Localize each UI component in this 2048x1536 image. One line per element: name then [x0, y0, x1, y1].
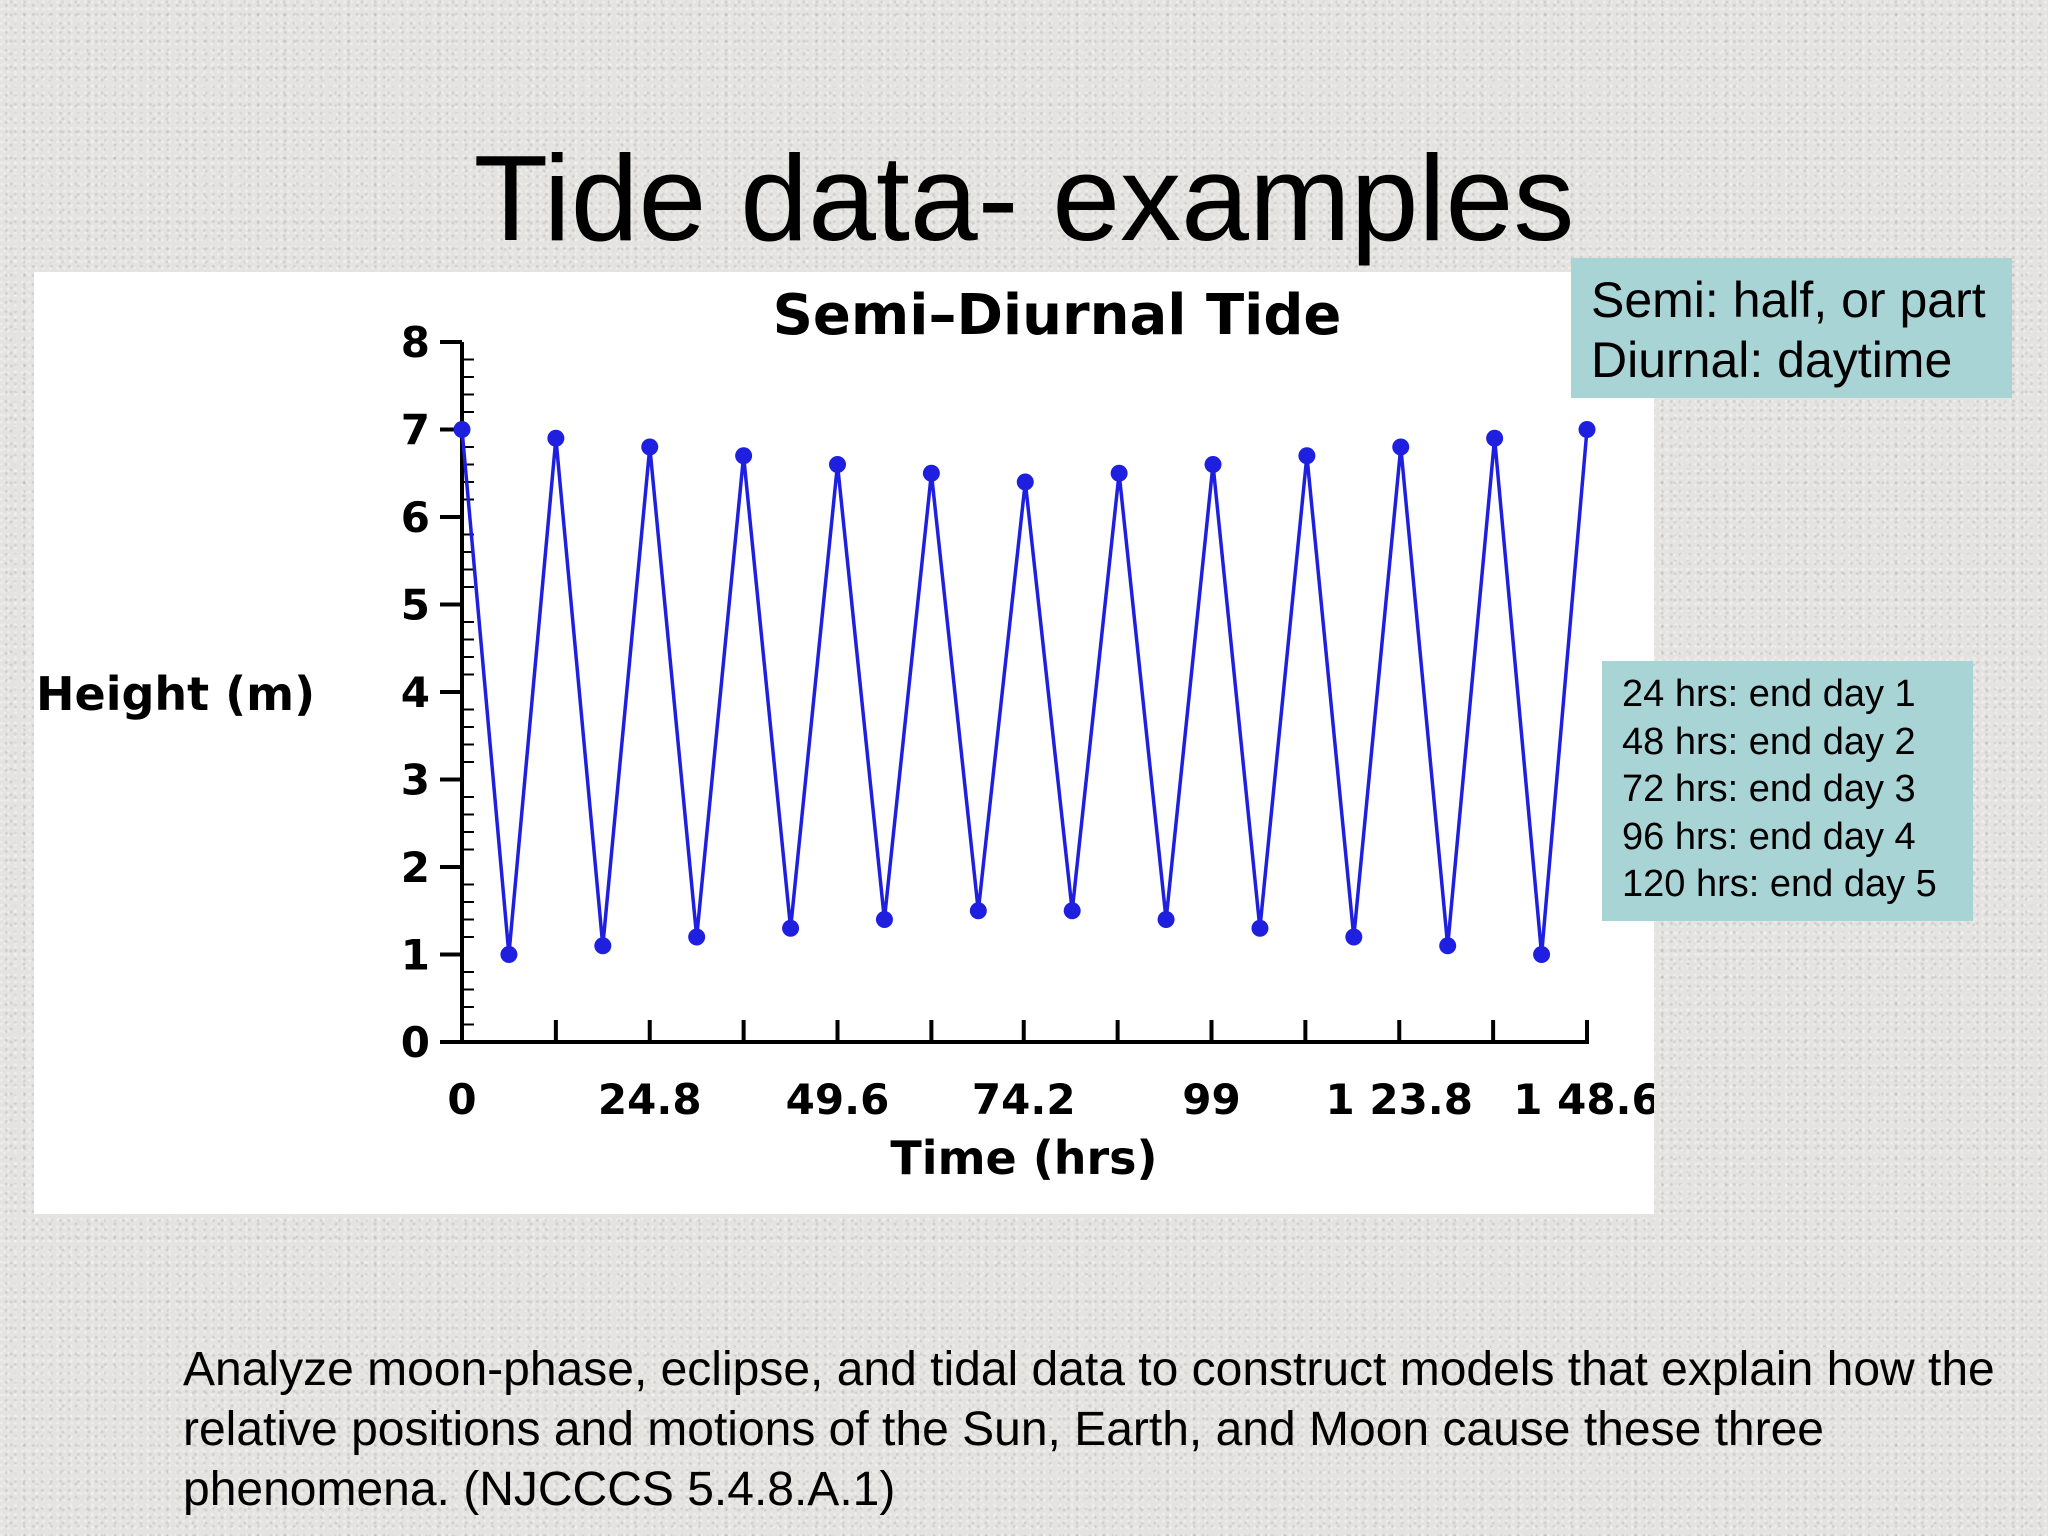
y-tick-label: 3	[401, 756, 430, 805]
y-tick-label: 6	[401, 493, 430, 542]
data-point	[875, 911, 893, 928]
data-point	[1578, 421, 1596, 438]
data-point	[1298, 447, 1316, 465]
day-note-5: 120 hrs: end day 5	[1622, 863, 1937, 905]
data-point	[969, 902, 987, 920]
x-tick-label: 24.8	[598, 1075, 702, 1124]
day-note-1: 24 hrs: end day 1	[1622, 673, 1916, 715]
x-axis-label: Time (hrs)	[890, 1131, 1157, 1185]
data-point	[782, 919, 800, 937]
day-note-3: 72 hrs: end day 3	[1622, 768, 1916, 810]
slide-title: Tide data- examples	[473, 130, 1575, 266]
definition-diurnal: Diurnal: daytime	[1591, 332, 1953, 388]
x-tick-label: 49.6	[786, 1075, 890, 1124]
x-tick-label: 1 23.8	[1326, 1075, 1473, 1124]
chart-title: Semi–Diurnal Tide	[773, 283, 1342, 348]
data-point	[735, 447, 753, 465]
y-tick-label: 4	[401, 668, 430, 717]
data-point	[594, 937, 612, 955]
data-point	[1486, 429, 1504, 447]
tide-chart-svg: Semi–Diurnal Tide Height (m) Time (hrs) …	[36, 283, 1654, 1185]
data-point	[829, 456, 847, 473]
day-notes-box: 24 hrs: end day 1 48 hrs: end day 2 72 h…	[1602, 661, 1973, 921]
data-point	[1439, 937, 1457, 955]
x-tick-label: 0	[447, 1075, 476, 1124]
y-tick-label: 7	[401, 406, 430, 455]
data-point	[688, 928, 706, 946]
data-point	[1063, 902, 1081, 920]
y-tick-label: 1	[401, 931, 430, 980]
data-point	[641, 438, 659, 456]
x-tick-label: 74.2	[972, 1075, 1076, 1124]
data-point	[1016, 473, 1034, 491]
y-tick-label: 8	[401, 318, 430, 367]
standard-text: Analyze moon-phase, eclipse, and tidal d…	[183, 1343, 1995, 1516]
definition-semi: Semi: half, or part	[1591, 272, 1986, 328]
data-point	[1392, 438, 1410, 456]
data-point	[547, 429, 565, 447]
data-point	[453, 421, 471, 438]
tick-labels: 0 1 2 3 4 5 6 7 8 0 24.8 49.6 74.2 99 1 23.8 1 48.6	[401, 318, 1654, 1124]
y-tick-label: 0	[401, 1018, 430, 1067]
day-note-2: 48 hrs: end day 2	[1622, 720, 1916, 763]
data-point	[922, 464, 940, 482]
x-tick-label: 99	[1182, 1075, 1240, 1124]
y-axis-label: Height (m)	[36, 667, 315, 721]
series-height	[453, 421, 1596, 963]
definitions-box: Semi: half, or part Diurnal: daytime	[1571, 258, 2012, 398]
x-tick-label: 1 48.6	[1513, 1075, 1654, 1124]
y-tick-label: 5	[401, 581, 430, 630]
data-point	[1345, 928, 1363, 946]
data-point	[1204, 456, 1222, 473]
day-note-4: 96 hrs: end day 4	[1622, 815, 1916, 858]
y-tick-label: 2	[401, 843, 430, 892]
data-point	[1251, 919, 1269, 937]
tide-chart: Semi–Diurnal Tide Height (m) Time (hrs) …	[34, 272, 1654, 1214]
data-point	[1533, 946, 1551, 963]
data-point	[1110, 464, 1128, 482]
axes	[440, 340, 1589, 1044]
data-point	[500, 946, 518, 963]
data-point	[1157, 911, 1175, 928]
series-line	[460, 429, 1589, 957]
